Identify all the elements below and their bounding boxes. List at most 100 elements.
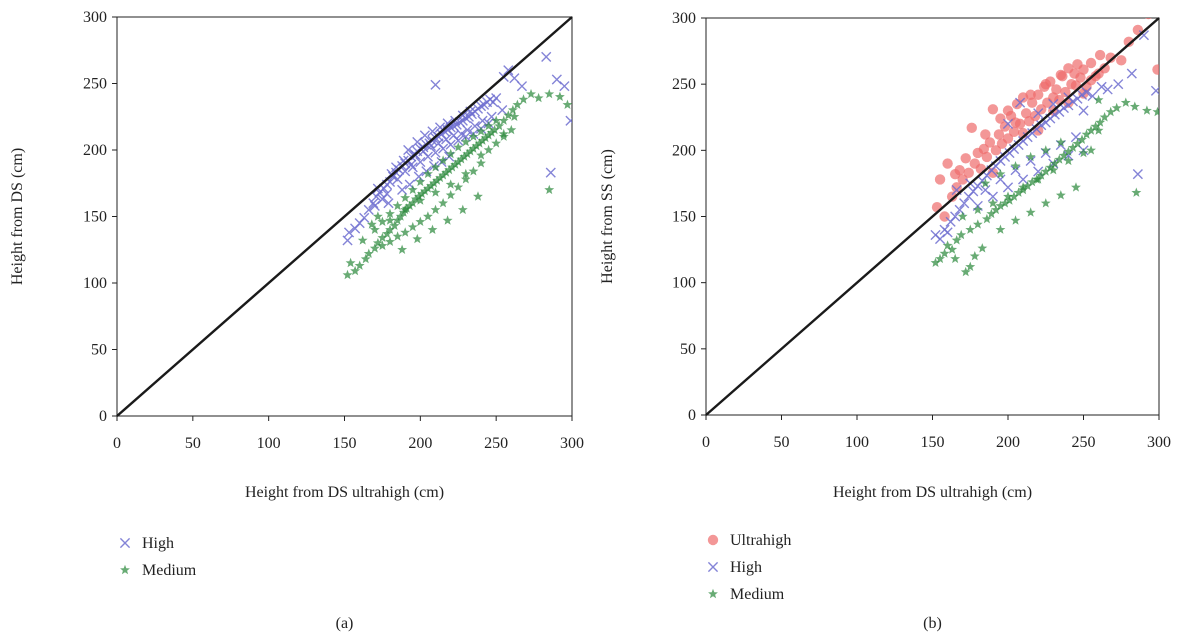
data-point-ultrahigh <box>990 145 1002 156</box>
data-point-medium <box>506 124 517 135</box>
data-point-medium <box>509 111 520 121</box>
data-point-high <box>407 162 418 173</box>
data-point-high <box>1096 81 1107 92</box>
data-point-medium <box>930 257 941 267</box>
data-point-medium <box>1095 117 1106 127</box>
data-point-medium <box>429 178 439 188</box>
data-point-medium <box>372 237 383 248</box>
data-point-medium <box>342 269 353 280</box>
x-tick-label: 50 <box>185 435 201 452</box>
data-point-medium <box>392 215 403 225</box>
data-point-high <box>516 81 528 92</box>
scatter-points <box>930 18 1159 277</box>
data-point-medium <box>445 179 456 189</box>
data-point-medium <box>1099 112 1110 122</box>
data-point-medium <box>465 146 476 156</box>
y-axis-ticks: 0 50 100 150 200 250 300 <box>83 9 117 425</box>
data-point-medium <box>407 221 418 232</box>
data-point-medium <box>544 88 555 99</box>
data-point-medium <box>972 219 983 229</box>
data-point-medium <box>392 231 403 241</box>
x-tick-label: 0 <box>702 434 710 451</box>
data-point-ultrahigh <box>1078 64 1089 75</box>
data-point-medium <box>483 130 494 140</box>
x-tick-label: 200 <box>996 434 1020 451</box>
data-point-medium <box>480 132 491 143</box>
data-point-high <box>1078 105 1089 116</box>
data-point-ultrahigh <box>942 158 953 169</box>
data-point-ultrahigh <box>1094 49 1106 61</box>
y-tick-label: 200 <box>672 142 696 159</box>
series-medium <box>342 88 572 280</box>
legend-label-medium: Medium <box>142 562 197 579</box>
y-tick-label: 50 <box>91 342 107 359</box>
data-point-medium <box>498 115 509 125</box>
data-point-medium <box>401 203 412 213</box>
data-point-high <box>1025 155 1036 167</box>
data-point-high <box>457 110 468 121</box>
data-point-medium <box>430 187 441 197</box>
data-point-medium <box>441 167 452 177</box>
data-point-ultrahigh <box>995 113 1006 124</box>
legend-swatch-high <box>707 561 719 573</box>
data-point-high <box>427 126 438 137</box>
data-point-medium <box>1025 151 1036 162</box>
data-point-medium <box>1058 150 1069 160</box>
data-point-medium <box>445 148 456 159</box>
data-point-medium <box>1063 146 1074 156</box>
y-tick-label: 300 <box>83 9 107 26</box>
data-point-medium <box>377 216 388 226</box>
data-point-medium <box>407 198 418 208</box>
data-point-medium <box>957 211 968 221</box>
data-point-high <box>368 198 379 209</box>
data-point-medium <box>1010 161 1021 171</box>
data-point-ultrahigh <box>1055 69 1067 81</box>
y-tick-label: 250 <box>672 76 696 93</box>
x-tick-label: 300 <box>560 435 584 452</box>
data-point-high <box>559 81 570 92</box>
data-point-medium <box>507 104 518 115</box>
data-point-medium <box>1120 97 1131 107</box>
data-point-medium <box>354 260 365 270</box>
data-point-high <box>359 212 370 223</box>
data-point-medium <box>1040 145 1051 155</box>
data-point-ultrahigh <box>1105 52 1116 63</box>
data-point-high <box>343 227 355 238</box>
data-point-medium <box>1048 165 1059 175</box>
data-point-medium <box>426 180 436 191</box>
data-point-medium <box>995 200 1006 211</box>
data-point-medium <box>423 183 433 193</box>
data-point-medium <box>1055 190 1066 200</box>
series-high <box>930 30 1159 245</box>
scatter-points <box>342 51 572 280</box>
data-point-ultrahigh <box>1152 64 1159 75</box>
data-point-ultrahigh <box>949 168 961 180</box>
data-point-high <box>390 162 402 173</box>
data-point-medium <box>965 261 976 271</box>
y-tick-label: 0 <box>99 408 107 425</box>
data-point-ultrahigh <box>1123 36 1135 48</box>
data-point-high <box>1138 30 1149 41</box>
data-point-medium <box>544 184 555 195</box>
data-point-ultrahigh <box>1002 133 1014 144</box>
data-point-medium <box>430 204 441 215</box>
y-tick-label: 50 <box>680 341 696 358</box>
data-point-medium <box>526 88 536 99</box>
data-point-medium <box>969 251 980 261</box>
data-point-high <box>1014 97 1026 108</box>
data-point-medium <box>503 110 514 120</box>
data-point-medium <box>363 248 374 258</box>
data-point-ultrahigh <box>993 129 1005 140</box>
x-tick-label: 200 <box>408 435 432 452</box>
data-point-medium <box>1036 170 1047 180</box>
data-point-medium <box>438 198 448 208</box>
data-point-medium <box>456 154 467 164</box>
data-point-medium <box>460 168 471 179</box>
data-point-medium <box>562 99 572 109</box>
data-point-medium <box>1093 94 1104 105</box>
data-point-medium <box>471 140 482 151</box>
data-point-high <box>413 171 424 182</box>
data-point-high <box>959 198 970 209</box>
data-point-medium <box>1000 198 1010 208</box>
plot-frame <box>705 17 1160 416</box>
